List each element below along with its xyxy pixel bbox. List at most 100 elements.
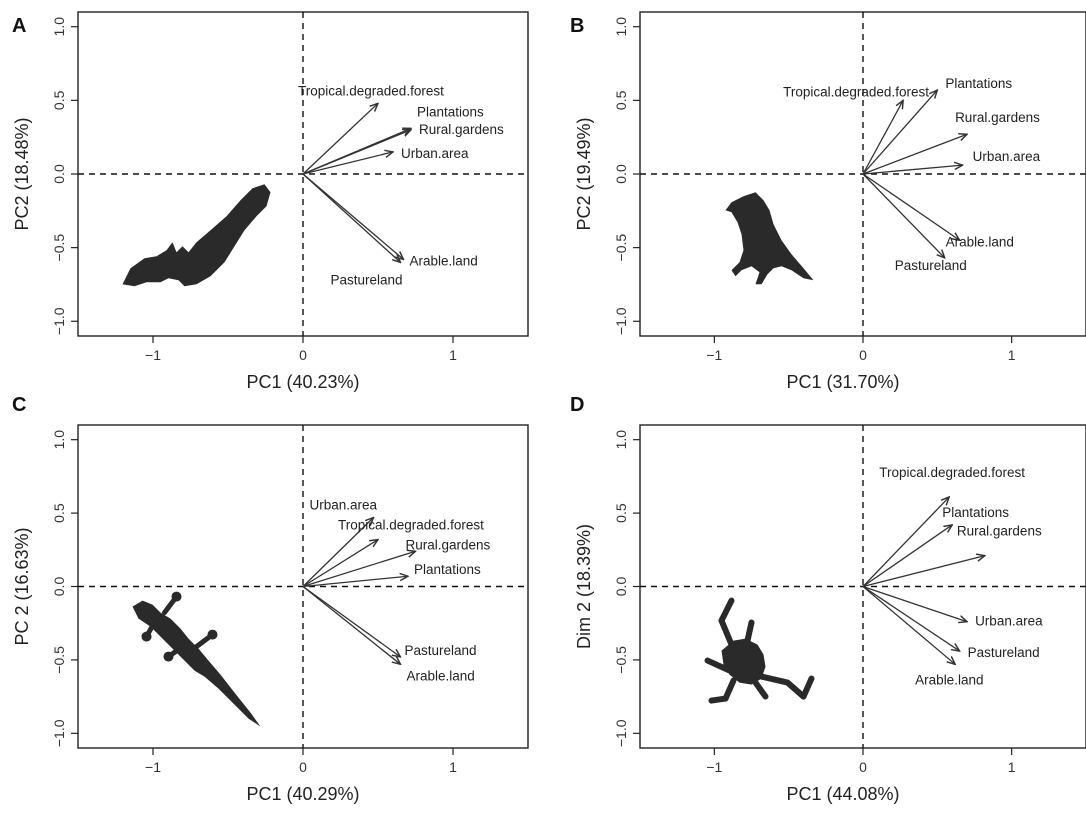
y-axis-title: Dim 2 (18.39%): [574, 524, 594, 649]
y-tick-label: −0.5: [51, 234, 67, 262]
loading-label-plantations: Plantations: [942, 505, 1009, 520]
loading-arrow-tropical-degraded-forest: [302, 540, 378, 588]
x-tick-label: −1: [145, 347, 161, 363]
bat-icon: [122, 184, 271, 287]
loading-arrow-arable-land: [862, 173, 960, 240]
panel-d: −1 0 1 −1.0 −0.5 0.0 0.5 1.0 PC1 (44.08%) Dim 2 (…: [570, 394, 1086, 804]
bird-icon: [725, 192, 814, 285]
loading-label-tropical-degraded-forest: Tropical.degraded.forest: [338, 518, 484, 533]
y-tick-label: 0.5: [613, 90, 629, 110]
y-tick-label: 1.0: [613, 430, 629, 450]
loading-arrow-pastureland: [302, 173, 401, 262]
y-tick-label: 0.5: [51, 503, 67, 523]
y-tick-label: −0.5: [613, 646, 629, 674]
y-tick-label: 0.0: [51, 577, 67, 597]
y-tick-label: 0.5: [51, 90, 67, 110]
x-tick-label: −1: [706, 759, 722, 775]
loading-arrow-pastureland: [862, 585, 960, 652]
loading-label-arable-land: Arable.land: [915, 672, 983, 687]
loading-label-arable-land: Arable.land: [410, 253, 478, 268]
loading-label-rural-gardens: Rural.gardens: [957, 524, 1042, 539]
y-tick-label: 1.0: [613, 17, 629, 37]
y-tick-label: 0.5: [613, 503, 629, 523]
y-tick-label: −0.5: [613, 234, 629, 262]
y-tick-label: −1.0: [51, 307, 67, 335]
loading-label-pastureland: Pastureland: [331, 272, 403, 287]
loading-arrow-urban-area: [862, 585, 967, 622]
x-tick-label: −1: [145, 759, 161, 775]
loading-arrow-rural-gardens: [862, 134, 967, 175]
y-tick-label: −0.5: [51, 646, 67, 674]
loading-arrow-arable-land: [862, 586, 955, 665]
loading-arrow-rural-gardens: [302, 551, 416, 588]
loading-label-rural-gardens: Rural.gardens: [419, 122, 504, 137]
x-tick-label: 1: [1008, 347, 1016, 363]
x-axis-title: PC1 (44.08%): [786, 784, 899, 804]
panel-letter: A: [12, 15, 26, 37]
x-tick-label: 0: [299, 347, 307, 363]
loading-arrow-rural-gardens: [862, 556, 985, 588]
x-tick-label: 1: [449, 347, 457, 363]
y-axis-title: PC2 (19.49%): [574, 117, 594, 230]
loading-arrow-pastureland: [862, 173, 945, 258]
loading-arrow-plantations: [862, 90, 937, 175]
loading-arrow-tropical-degraded-forest: [862, 497, 949, 587]
panel-a: −1 0 1 −1.0 −0.5 0.0 0.5 1.0 PC1 (40.23%) PC2 (18…: [12, 11, 529, 392]
panel-letter: B: [570, 15, 584, 37]
loading-label-plantations: Plantations: [417, 104, 484, 119]
x-tick-label: 1: [449, 759, 457, 775]
y-axis-title: PC2 (18.48%): [12, 117, 32, 230]
loading-arrow-plantations: [302, 576, 408, 588]
frog-icon: [704, 597, 815, 704]
loading-label-tropical-degraded-forest: Tropical.degraded.forest: [879, 465, 1025, 480]
y-tick-label: 0.0: [51, 164, 67, 184]
loading-arrow-tropical-degraded-forest: [862, 100, 903, 175]
loading-label-urban-area: Urban.area: [973, 149, 1041, 164]
y-tick-label: 0.0: [613, 577, 629, 597]
loading-label-arable-land: Arable.land: [946, 234, 1014, 249]
loading-arrow-plantations: [862, 525, 952, 588]
loading-arrow-arable-land: [302, 585, 401, 665]
y-tick-label: 1.0: [51, 17, 67, 37]
loading-label-urban-area: Urban.area: [310, 497, 378, 512]
loading-label-pastureland: Pastureland: [405, 643, 477, 658]
x-tick-label: 0: [859, 347, 867, 363]
loading-label-plantations: Plantations: [945, 76, 1012, 91]
y-tick-label: 1.0: [51, 430, 67, 450]
loading-arrow-urban-area: [862, 165, 963, 175]
y-tick-label: −1.0: [51, 719, 67, 747]
lizard-icon: [132, 591, 261, 727]
panel-letter: D: [570, 394, 584, 416]
loading-label-urban-area: Urban.area: [401, 146, 469, 161]
y-tick-label: −1.0: [613, 307, 629, 335]
loading-label-urban-area: Urban.area: [975, 614, 1043, 629]
loading-arrow-urban-area: [302, 517, 374, 587]
loading-label-rural-gardens: Rural.gardens: [955, 110, 1040, 125]
loading-label-rural-gardens: Rural.gardens: [406, 537, 491, 552]
loading-label-tropical-degraded-forest: Tropical.degraded.forest: [783, 84, 929, 99]
y-tick-label: −1.0: [613, 719, 629, 747]
loading-arrow-rural-gardens: [302, 130, 411, 175]
loading-label-pastureland: Pastureland: [895, 258, 967, 273]
loading-label-plantations: Plantations: [414, 562, 481, 577]
loading-label-pastureland: Pastureland: [968, 645, 1040, 660]
loading-label-arable-land: Arable.land: [407, 668, 475, 683]
x-tick-label: 0: [859, 759, 867, 775]
loading-arrow-arable-land: [302, 173, 404, 259]
x-tick-label: −1: [706, 347, 722, 363]
y-tick-label: 0.0: [613, 164, 629, 184]
x-axis-title: PC1 (40.23%): [246, 372, 359, 392]
loading-arrow-tropical-degraded-forest: [302, 103, 378, 175]
x-axis-title: PC1 (40.29%): [246, 784, 359, 804]
loading-label-tropical-degraded-forest: Tropical.degraded.forest: [298, 83, 444, 98]
y-axis-title: PC 2 (16.63%): [12, 527, 32, 645]
x-axis-title: PC1 (31.70%): [786, 372, 899, 392]
loading-arrow-urban-area: [302, 152, 393, 175]
panel-letter: C: [12, 394, 26, 416]
panel-c: −1 0 1 −1.0 −0.5 0.0 0.5 1.0 PC1 (40.29%) PC 2 (1…: [12, 394, 529, 804]
x-tick-label: 0: [299, 759, 307, 775]
panel-b: −1 0 1 −1.0 −0.5 0.0 0.5 1.0 PC1 (31.70%) PC2 (19…: [570, 11, 1086, 392]
loading-arrow-pastureland: [302, 585, 401, 657]
x-tick-label: 1: [1008, 759, 1016, 775]
